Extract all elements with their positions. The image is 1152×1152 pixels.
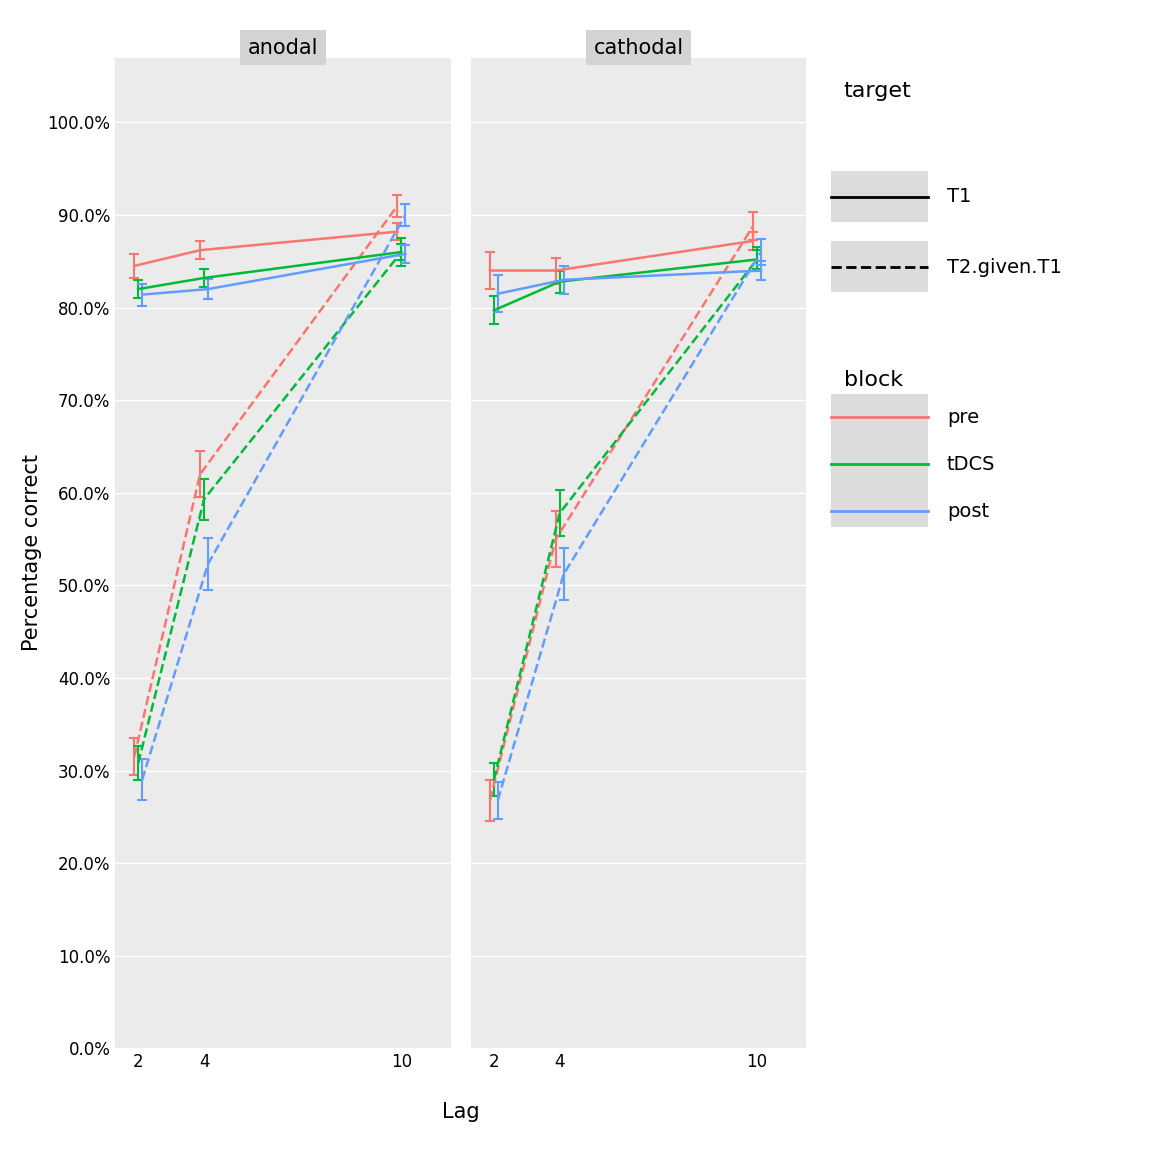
Text: post: post bbox=[947, 502, 990, 521]
Text: pre: pre bbox=[947, 408, 979, 427]
Text: target: target bbox=[843, 81, 911, 100]
FancyBboxPatch shape bbox=[831, 394, 927, 528]
Text: tDCS: tDCS bbox=[947, 455, 995, 473]
Text: block: block bbox=[843, 371, 903, 391]
Text: T2.given.T1: T2.given.T1 bbox=[947, 258, 1062, 276]
FancyBboxPatch shape bbox=[831, 170, 927, 221]
Text: T1: T1 bbox=[947, 187, 971, 206]
FancyBboxPatch shape bbox=[831, 241, 927, 293]
Title: anodal: anodal bbox=[248, 38, 318, 58]
Y-axis label: Percentage correct: Percentage correct bbox=[22, 454, 41, 652]
Text: Lag: Lag bbox=[442, 1101, 479, 1122]
Title: cathodal: cathodal bbox=[593, 38, 683, 58]
